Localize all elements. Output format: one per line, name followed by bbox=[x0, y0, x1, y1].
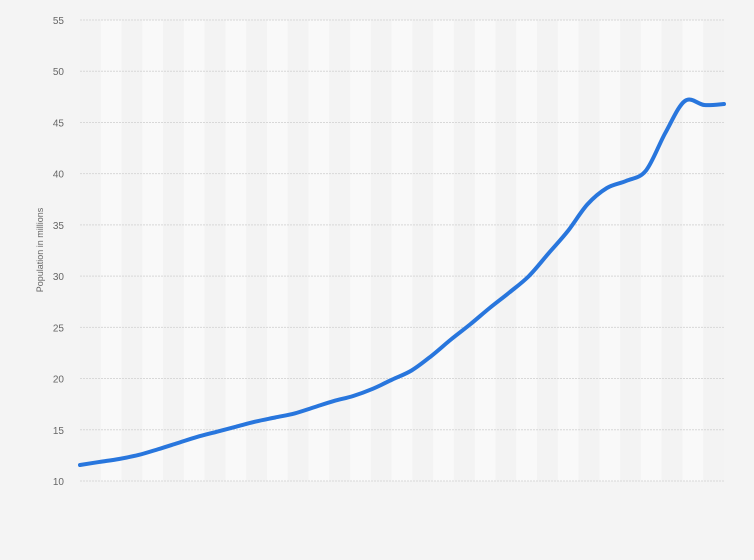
band bbox=[183, 20, 205, 481]
y-axis-label: Population in millions bbox=[35, 207, 45, 292]
band bbox=[100, 20, 122, 481]
band bbox=[350, 20, 371, 481]
band bbox=[537, 20, 558, 481]
y-tick-label: 15 bbox=[53, 426, 65, 437]
band bbox=[225, 20, 247, 481]
band bbox=[661, 20, 683, 481]
y-tick-label: 45 bbox=[53, 118, 65, 129]
y-tick-label: 30 bbox=[53, 272, 65, 283]
band bbox=[412, 20, 434, 481]
y-tick-label: 10 bbox=[53, 477, 65, 488]
band bbox=[474, 20, 496, 481]
band bbox=[80, 20, 101, 481]
y-tick-label: 20 bbox=[53, 375, 65, 386]
band bbox=[163, 20, 184, 481]
band bbox=[682, 20, 704, 481]
band bbox=[557, 20, 579, 481]
y-tick-label: 55 bbox=[53, 16, 65, 27]
band bbox=[287, 20, 309, 481]
band bbox=[266, 20, 288, 481]
y-tick-label: 25 bbox=[53, 323, 65, 334]
band bbox=[204, 20, 226, 481]
band bbox=[495, 20, 517, 481]
series-line bbox=[78, 97, 726, 468]
band bbox=[329, 20, 351, 481]
y-tick-label: 35 bbox=[53, 221, 65, 232]
band bbox=[142, 20, 164, 481]
band bbox=[370, 20, 392, 481]
band bbox=[640, 20, 662, 481]
y-tick-label: 40 bbox=[53, 170, 65, 181]
band bbox=[578, 20, 600, 481]
band bbox=[516, 20, 538, 481]
band bbox=[453, 20, 475, 481]
band bbox=[433, 20, 454, 481]
band bbox=[308, 20, 330, 481]
band bbox=[620, 20, 641, 481]
band bbox=[599, 20, 621, 481]
band bbox=[121, 20, 143, 481]
band bbox=[391, 20, 413, 481]
band bbox=[703, 20, 724, 481]
y-tick-label: 50 bbox=[53, 67, 65, 78]
band bbox=[246, 20, 267, 481]
